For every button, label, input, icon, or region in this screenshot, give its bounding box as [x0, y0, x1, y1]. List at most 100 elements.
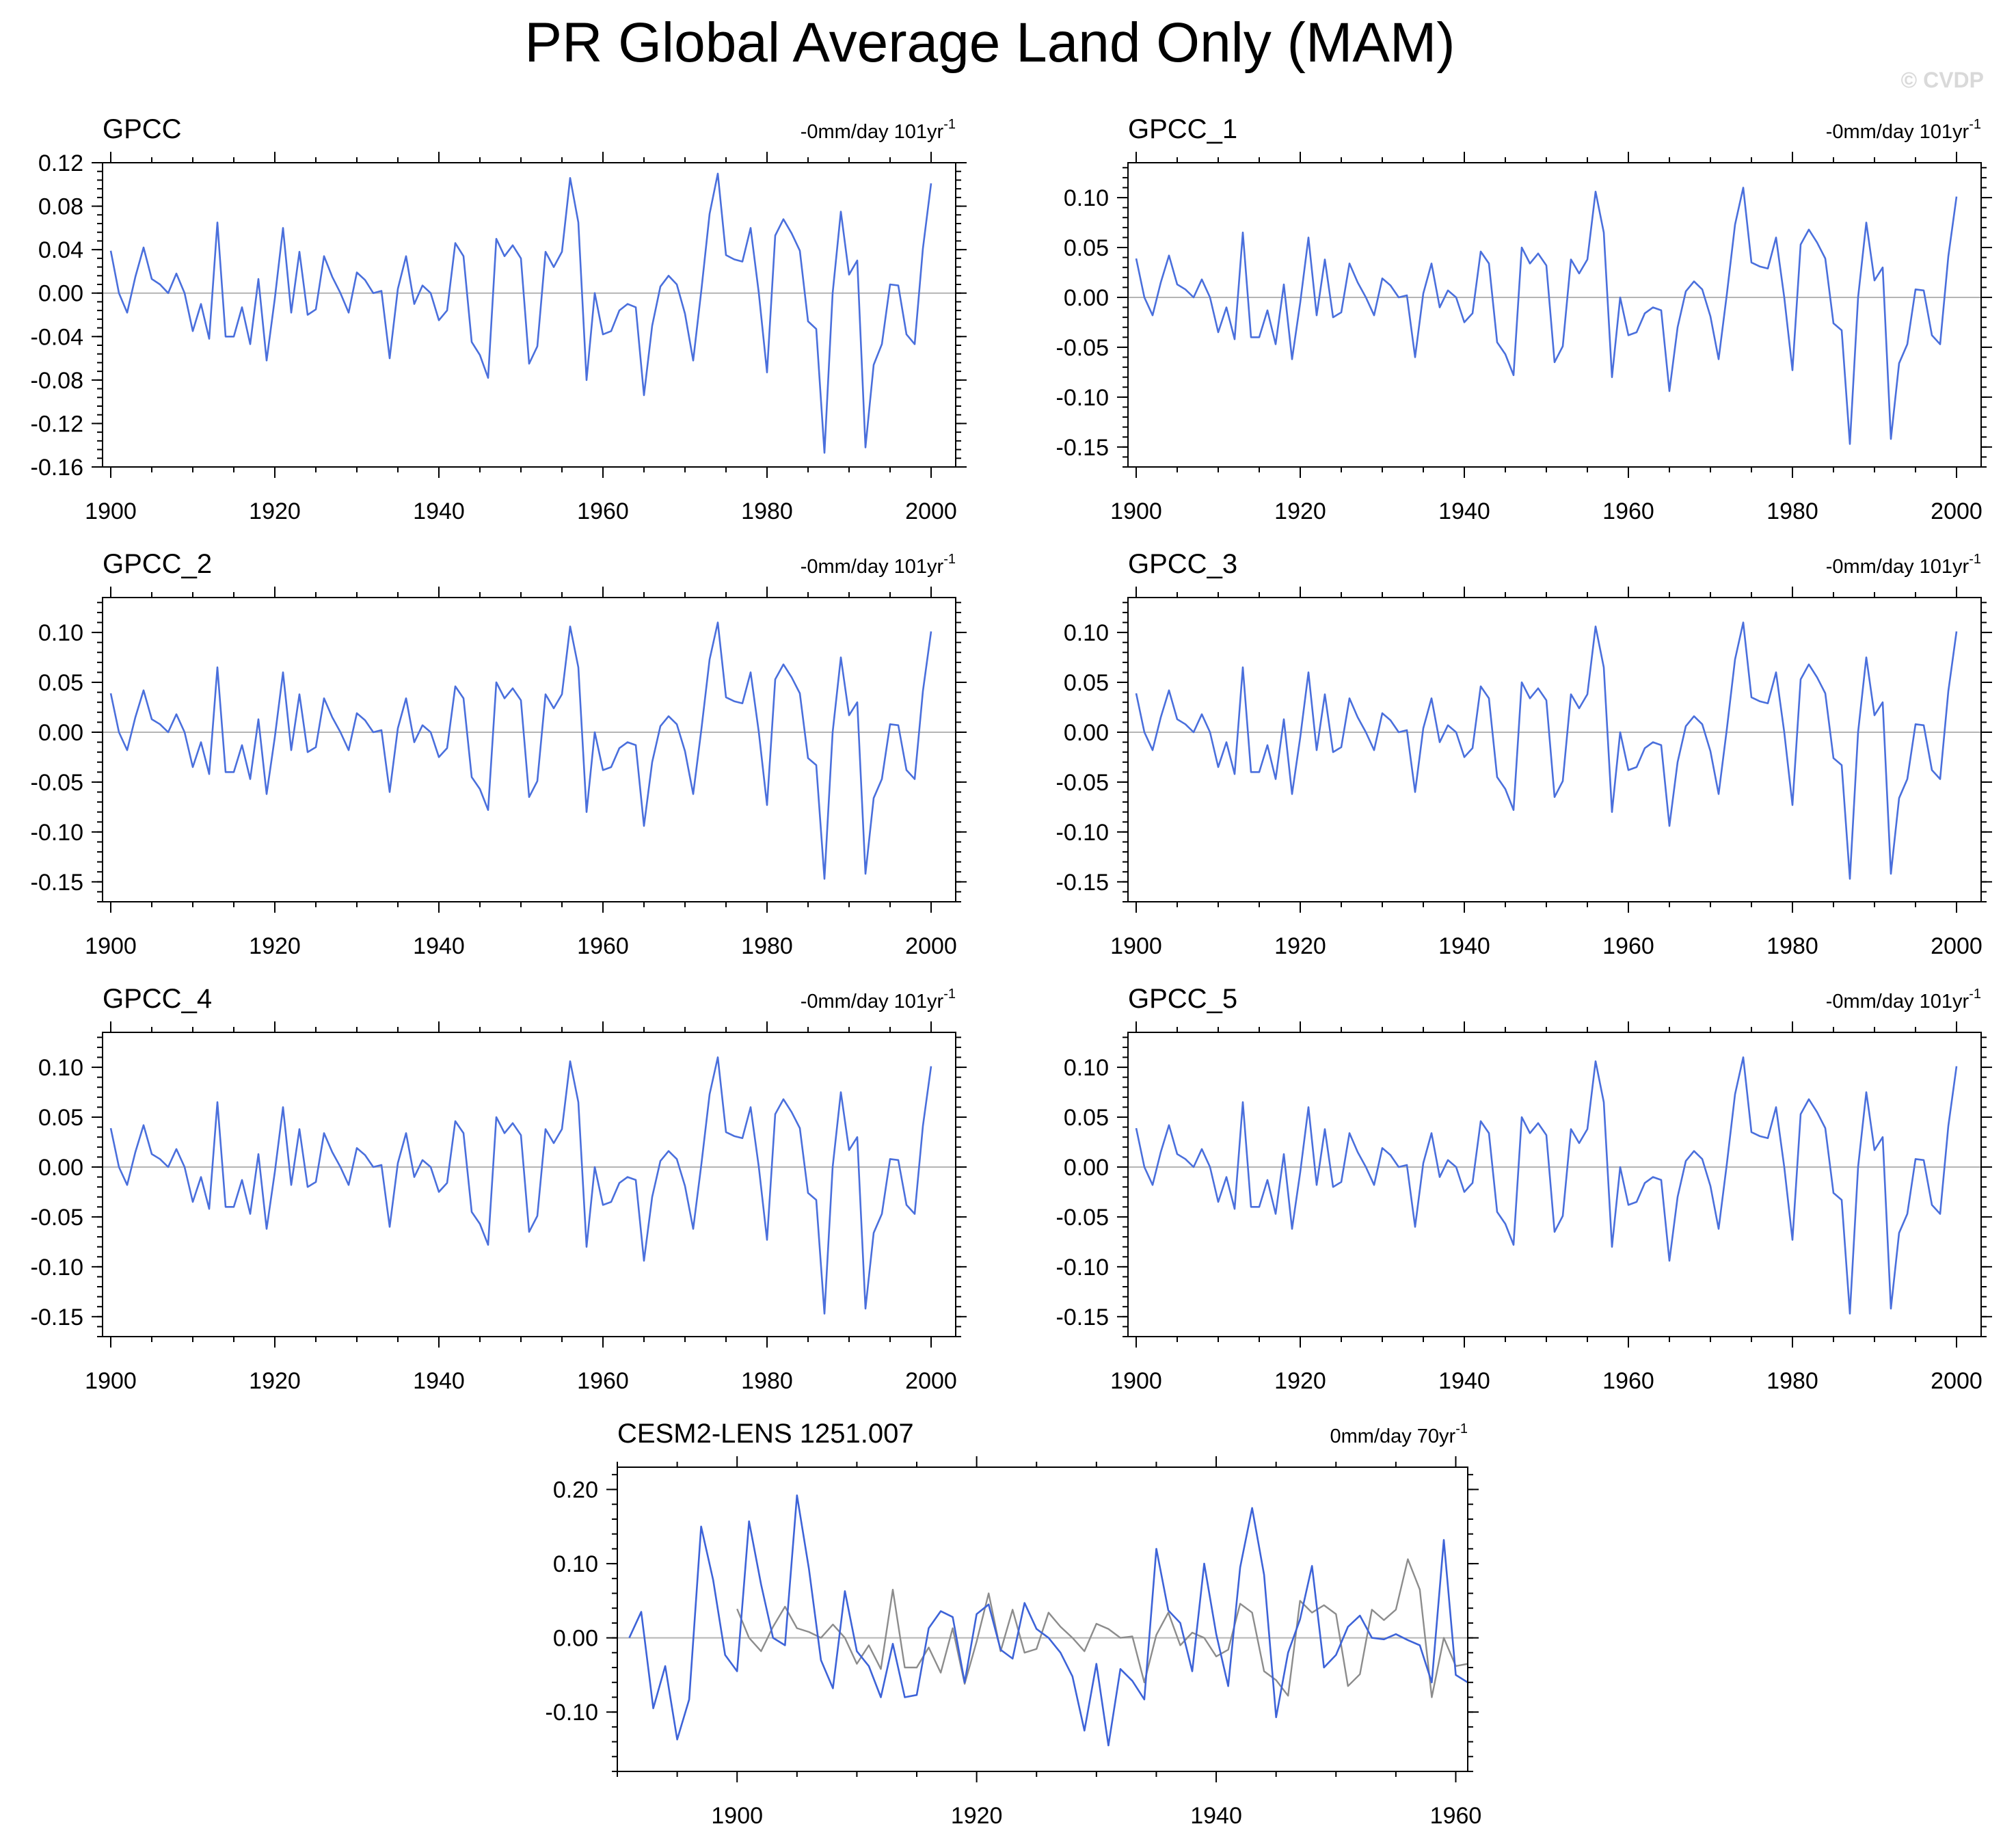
y-tick-label: 0.00 — [38, 1155, 83, 1181]
y-tick-label: -0.10 — [546, 1700, 599, 1726]
y-tick-label: -0.10 — [31, 820, 84, 846]
panels-container: GPCC -0mm/day 101yr-1-0.16-0.12-0.08-0.04… — [31, 114, 1992, 1829]
y-tick-label: 0.10 — [553, 1551, 598, 1577]
plot-frame — [617, 1467, 1468, 1772]
series-line — [628, 1494, 1468, 1747]
trend-label: -0mm/day 101yr-1 — [1826, 987, 1981, 1013]
y-tick-label: 0.00 — [1064, 720, 1109, 746]
x-tick-label: 1940 — [1438, 933, 1490, 959]
x-tick-label: 1940 — [1190, 1803, 1242, 1829]
x-tick-label: 1900 — [85, 1368, 137, 1394]
x-tick-label: 1960 — [1430, 1803, 1482, 1829]
panel-gpcc_2: GPCC_2 -0mm/day 101yr-1 -0.15 -0.10 -0.05 0.0… — [31, 549, 967, 959]
trend-label: -0mm/day 101yr-1 — [1826, 117, 1981, 143]
y-tick-label: 0.12 — [38, 150, 83, 176]
x-tick-label: 1960 — [1602, 933, 1654, 959]
x-tick-label: 1980 — [741, 933, 793, 959]
y-tick-label: 0.05 — [1064, 235, 1109, 261]
panel-gpcc_4: GPCC_4 -0mm/day 101yr-1 -0.15 -0.10 -0.05 0.0… — [31, 984, 967, 1394]
y-tick-label: -0.16 — [31, 455, 84, 481]
x-tick-label: 1960 — [1602, 1368, 1654, 1394]
x-tick-label: 2000 — [1931, 933, 1983, 959]
x-tick-label: 2000 — [905, 933, 957, 959]
y-tick-label: 0.00 — [38, 720, 83, 746]
panel-title: GPCC_1 — [1128, 114, 1237, 144]
trend-value: -0mm/day 101yr — [801, 121, 944, 143]
y-tick-label: 0.05 — [1064, 670, 1109, 696]
x-tick-label: 1960 — [577, 1368, 629, 1394]
x-tick-label: 1940 — [1438, 498, 1490, 524]
y-tick-label: -0.05 — [1056, 335, 1110, 361]
x-tick-label: 1940 — [413, 933, 465, 959]
x-tick-label: 1900 — [85, 933, 137, 959]
x-tick-label: 1920 — [1274, 933, 1326, 959]
trend-exponent: -1 — [1969, 552, 1981, 567]
y-tick-label: -0.05 — [31, 1205, 84, 1231]
y-tick-label: -0.15 — [1056, 1304, 1110, 1330]
series-line-reference — [736, 1558, 1468, 1698]
x-tick-label: 1920 — [249, 498, 301, 524]
trend-value: -0mm/day 101yr — [1826, 556, 1970, 578]
trend-label: -0mm/day 101yr-1 — [801, 552, 956, 578]
y-tick-label: -0.10 — [1056, 385, 1110, 411]
x-tick-label: 1980 — [1766, 933, 1818, 959]
y-tick-label: 0.10 — [1064, 185, 1109, 211]
y-tick-label: -0.15 — [1056, 435, 1110, 461]
x-tick-label: 1900 — [1110, 933, 1162, 959]
trend-exponent: -1 — [1455, 1421, 1468, 1436]
x-tick-label: 1900 — [1110, 498, 1162, 524]
trend-value: -0mm/day 101yr — [1826, 121, 1970, 143]
y-tick-label: 0.10 — [38, 1055, 83, 1081]
trend-exponent: -1 — [1969, 117, 1981, 132]
panel-title: GPCC_2 — [103, 549, 212, 579]
y-tick-label: 0.04 — [38, 237, 83, 263]
panel-gpcc_1: GPCC_1 -0mm/day 101yr-1 -0.15 -0.10 -0.05 0.0… — [1056, 114, 1992, 524]
plot-frame — [1127, 1032, 1982, 1337]
panel-title: CESM2-LENS 1251.007 — [617, 1419, 914, 1449]
x-tick-label: 1920 — [249, 933, 301, 959]
x-tick-label: 1900 — [85, 498, 137, 524]
x-tick-label: 2000 — [905, 498, 957, 524]
series-line — [109, 1056, 932, 1315]
x-tick-label: 1940 — [1438, 1368, 1490, 1394]
panel-title: GPCC — [103, 114, 182, 144]
trend-exponent: -1 — [1969, 987, 1981, 1002]
x-tick-label: 1960 — [1602, 498, 1654, 524]
y-tick-label: -0.05 — [1056, 770, 1110, 796]
series-line — [1135, 1056, 1958, 1315]
y-tick-label: -0.10 — [1056, 1255, 1110, 1281]
x-tick-label: 1920 — [249, 1368, 301, 1394]
series-line — [1135, 621, 1958, 880]
x-tick-label: 1900 — [1110, 1368, 1162, 1394]
figure-title: PR Global Average Land Only (MAM) — [524, 12, 1455, 74]
y-tick-label: 0.00 — [38, 281, 83, 307]
x-tick-label: 1920 — [1274, 498, 1326, 524]
y-tick-label: 0.05 — [38, 670, 83, 696]
trend-label: -0mm/day 101yr-1 — [801, 987, 956, 1013]
trend-label: -0mm/day 101yr-1 — [801, 117, 956, 143]
y-tick-label: 0.10 — [38, 620, 83, 646]
x-tick-label: 1940 — [413, 498, 465, 524]
trend-value: 0mm/day 70yr — [1330, 1425, 1455, 1447]
y-tick-label: -0.12 — [31, 411, 84, 437]
trend-label: 0mm/day 70yr-1 — [1330, 1421, 1468, 1447]
plot-frame — [102, 162, 956, 468]
x-tick-label: 2000 — [1931, 498, 1983, 524]
panel-gpcc_3: GPCC_3 -0mm/day 101yr-1 -0.15 -0.10 -0.05 0.0… — [1056, 549, 1992, 959]
series-line — [109, 172, 932, 454]
panel-gpcc: GPCC -0mm/day 101yr-1 -0.16 -0.12 -0.08 -0.04… — [31, 114, 967, 524]
y-tick-label: 0.10 — [1064, 620, 1109, 646]
panel-title: GPCC_5 — [1128, 984, 1237, 1014]
x-tick-label: 1920 — [1274, 1368, 1326, 1394]
series-line — [1135, 187, 1958, 445]
panel-gpcc_5: GPCC_5 -0mm/day 101yr-1 -0.15 -0.10 -0.05 0.0… — [1056, 984, 1992, 1394]
y-tick-label: 0.20 — [553, 1477, 598, 1503]
y-tick-label: -0.10 — [1056, 820, 1110, 846]
trend-exponent: -1 — [943, 117, 956, 132]
plot-frame — [1127, 162, 1982, 468]
trend-value: -0mm/day 101yr — [801, 991, 944, 1013]
cvdp-watermark: © CVDP — [1901, 68, 1984, 92]
x-tick-label: 1980 — [741, 498, 793, 524]
y-tick-label: 0.05 — [1064, 1105, 1109, 1131]
